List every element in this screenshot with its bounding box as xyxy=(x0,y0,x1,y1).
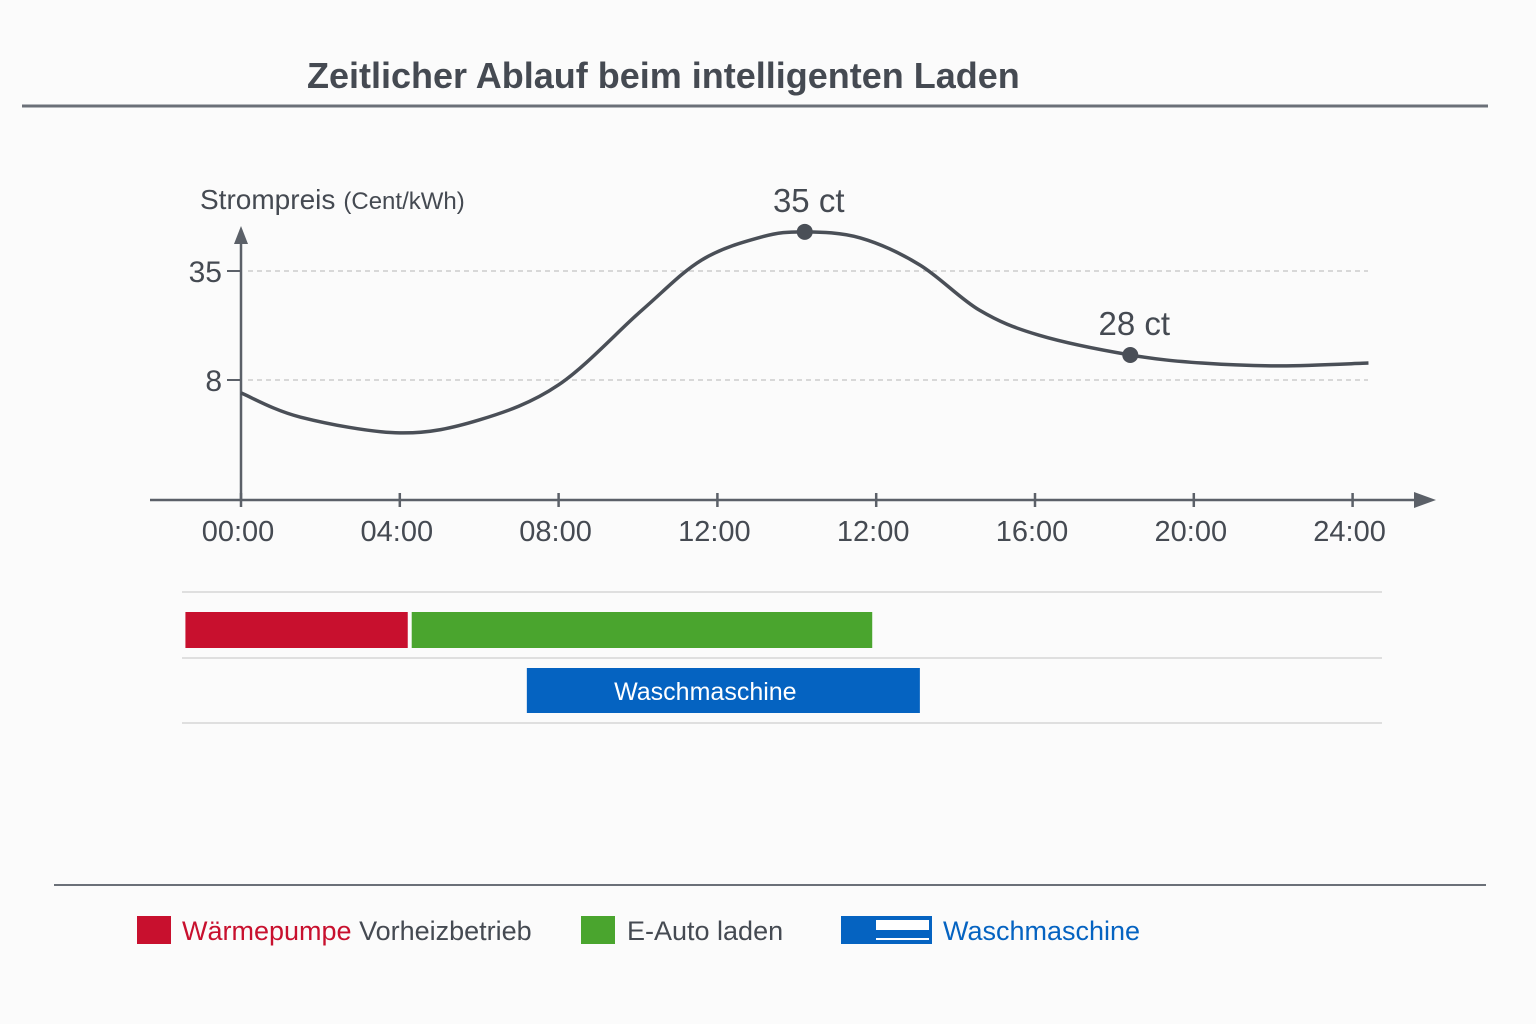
chart-title: Zeitlicher Ablauf beim intelligenten Lad… xyxy=(307,55,1020,96)
x-tick-label: 24:00 xyxy=(1313,516,1386,548)
schedule-bar xyxy=(185,612,408,648)
legend-item-ecar: E-Auto laden xyxy=(627,916,783,946)
x-axis-arrow xyxy=(1414,492,1436,508)
legend-item-heatpump: Wärmepumpe Vorheizbetrieb xyxy=(182,916,532,946)
x-tick-label: 20:00 xyxy=(1155,516,1228,548)
y-axis-label: Strompreis (Cent/kWh) xyxy=(200,184,465,215)
washing-machine-icon xyxy=(841,916,932,944)
legend-swatch-ecar xyxy=(581,916,615,944)
data-label: 28 ct xyxy=(1099,305,1171,342)
y-axis-unit: (Cent/kWh) xyxy=(343,188,464,215)
legend-swatch-heatpump xyxy=(137,916,171,944)
x-tick-label: 04:00 xyxy=(361,516,434,548)
y-axis-arrow xyxy=(234,226,248,244)
schedule-bar-label: Waschmaschine xyxy=(614,678,796,706)
x-tick-label: 12:00 xyxy=(837,516,910,548)
data-label: 35 ct xyxy=(773,182,845,219)
legend-label-colored: Wärmepumpe xyxy=(182,916,352,946)
schedule-bar xyxy=(411,612,873,648)
data-point xyxy=(1122,346,1139,363)
price-curve xyxy=(240,230,1369,435)
legend-item-washer: Waschmaschine xyxy=(943,916,1140,946)
y-tick-label: 35 xyxy=(189,256,222,289)
legend-label: Vorheizbetrieb xyxy=(352,916,532,946)
data-point xyxy=(796,223,813,240)
x-tick-label: 16:00 xyxy=(996,516,1069,548)
x-tick-label: 08:00 xyxy=(519,516,592,548)
y-axis-title: Strompreis xyxy=(200,184,335,215)
schedule-bar xyxy=(526,668,920,713)
x-tick-label: 12:00 xyxy=(678,516,751,548)
legend: Wärmepumpe Vorheizbetrieb E-Auto laden W… xyxy=(137,916,1140,946)
y-tick-label: 8 xyxy=(205,365,222,398)
x-tick-label: 00:00 xyxy=(202,516,275,548)
